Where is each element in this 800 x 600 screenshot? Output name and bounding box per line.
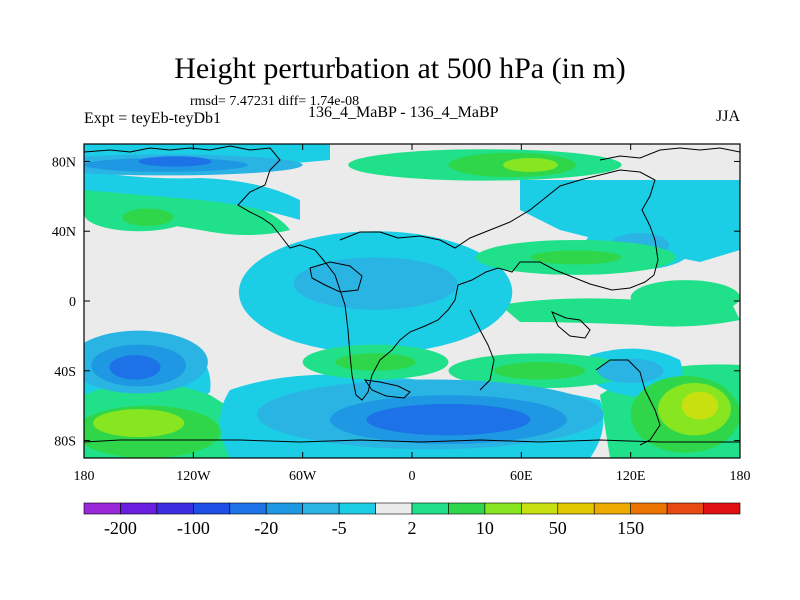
- colorbar-swatch-5: [265, 502, 303, 515]
- anomaly-region-13: [530, 250, 622, 265]
- chart-title: Height perturbation at 500 hPa (in m): [174, 52, 626, 85]
- anomaly-region-7: [503, 157, 558, 172]
- colorbar-swatch-1: [120, 502, 158, 515]
- colorbar-swatch-4: [229, 502, 267, 515]
- x-tick-label-3: 0: [409, 469, 416, 484]
- colorbar-label-0: -200: [104, 518, 137, 538]
- colorbar-swatch-16: [666, 502, 704, 515]
- colorbar-label-5: 10: [476, 518, 494, 538]
- x-tick-label-6: 180: [730, 469, 751, 484]
- y-tick-label-0: 80N: [52, 155, 76, 170]
- field-arabian: [500, 298, 740, 327]
- x-tick-label-1: 120W: [176, 469, 211, 484]
- y-tick-label-4: 80S: [54, 435, 76, 450]
- colorbar-swatch-7: [338, 502, 376, 515]
- anomaly-region-21: [335, 353, 416, 371]
- field-west-atlantic: [84, 170, 300, 220]
- y-axis: 80N 40N 0 40S 80S: [52, 155, 740, 450]
- colorbar-label-3: -5: [332, 518, 347, 538]
- anomaly-region-30: [681, 391, 719, 420]
- x-tick-label-5: 120E: [616, 469, 646, 484]
- colorbar-swatch-12: [521, 502, 559, 515]
- colorbar-swatch-0: [83, 502, 121, 515]
- coastlines: [84, 145, 740, 446]
- y-tick-label-1: 40N: [52, 225, 76, 240]
- y-tick-label-3: 40S: [54, 365, 76, 380]
- season-label: JJA: [715, 108, 740, 125]
- colorbar-swatch-10: [448, 502, 486, 515]
- anomaly-region-2: [138, 156, 212, 167]
- stats-label: rmsd= 7.47231 diff= 1.74e-08: [190, 94, 360, 109]
- colorbar-swatch-6: [302, 502, 340, 515]
- colorbar-label-6: 50: [549, 518, 567, 538]
- colorbar-label-7: 150: [617, 518, 644, 538]
- anomaly-region-9: [293, 257, 458, 310]
- colorbar-swatch-8: [375, 502, 413, 515]
- colorbar-swatch-14: [593, 502, 631, 515]
- colorbar-label-2: -20: [254, 518, 278, 538]
- anomaly-regions: [84, 149, 740, 458]
- anomaly-region-14: [630, 280, 740, 315]
- x-tick-label-0: 180: [74, 469, 95, 484]
- x-tick-label-4: 60E: [510, 469, 533, 484]
- colorbar-swatch-15: [630, 502, 668, 515]
- colorbar: -200 -100 -20 -5 2 10 50 150: [83, 502, 741, 538]
- anomaly-region-26: [366, 403, 531, 436]
- colorbar-label-1: -100: [177, 518, 210, 538]
- colorbar-swatch-11: [484, 502, 522, 515]
- colorbar-swatch-2: [156, 502, 194, 515]
- colorbar-label-4: 2: [408, 518, 417, 538]
- anomaly-region-17: [109, 355, 161, 380]
- anomaly-region-4: [122, 208, 174, 226]
- anomaly-region-23: [494, 362, 586, 380]
- map-plot-area: [83, 143, 741, 459]
- anomaly-region-27: [597, 358, 664, 383]
- y-tick-label-2: 0: [69, 295, 76, 310]
- x-tick-label-2: 60W: [289, 469, 317, 484]
- anomaly-region-19: [93, 409, 185, 438]
- colorbar-swatch-9: [411, 502, 449, 515]
- colorbar-swatch-17: [703, 502, 741, 515]
- experiment-label: Expt = teyEb-teyDb1: [84, 110, 221, 127]
- colorbar-swatch-13: [557, 502, 595, 515]
- colorbar-swatch-3: [193, 502, 231, 515]
- center-label: 136_4_MaBP - 136_4_MaBP: [308, 104, 499, 121]
- x-axis: 180 120W 60W 0 60E 120E 180: [74, 144, 751, 484]
